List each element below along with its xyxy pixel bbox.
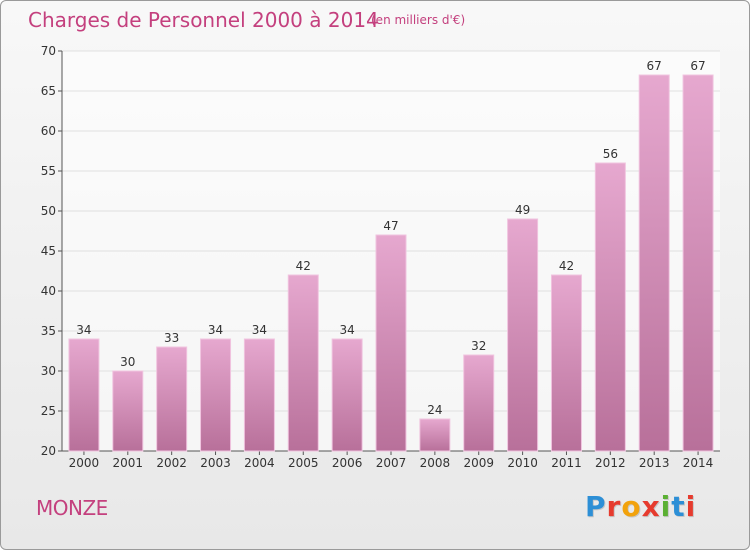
data-label: 67: [647, 59, 662, 73]
x-tick-label: 2011: [551, 456, 582, 470]
bar: [682, 74, 714, 452]
data-label: 56: [603, 147, 618, 161]
y-tick-label: 55: [41, 164, 56, 178]
bar: [550, 274, 582, 452]
bar: [419, 418, 451, 452]
y-tick-label: 35: [41, 324, 56, 338]
logo-letter: o: [621, 490, 642, 523]
bar: [243, 338, 275, 452]
data-label: 42: [296, 259, 311, 273]
data-label: 49: [515, 203, 530, 217]
bar: [507, 218, 539, 452]
tick-labels: 20 25 30 35 40 45 50 55 60 65 70 2000 2001 2002 2003 20…: [41, 44, 714, 470]
bar: [68, 338, 100, 452]
commune-name: MONZE: [36, 496, 108, 520]
x-tick-label: 2008: [420, 456, 451, 470]
bar: [463, 354, 495, 452]
bar: [331, 338, 363, 452]
x-tick-label: 2003: [200, 456, 231, 470]
logo-letter: i: [685, 490, 697, 523]
x-tick-label: 2010: [507, 456, 538, 470]
logo-letter: t: [671, 490, 686, 523]
x-tick-label: 2001: [113, 456, 144, 470]
data-label: 34: [76, 323, 91, 337]
logo-letter: P: [585, 490, 607, 523]
x-tick-label: 2013: [639, 456, 670, 470]
y-tick-label: 40: [41, 284, 56, 298]
y-tick-label: 25: [41, 404, 56, 418]
x-tick-label: 2012: [595, 456, 626, 470]
data-label: 34: [208, 323, 223, 337]
x-tick-label: 2009: [463, 456, 494, 470]
logo-letter: x: [641, 490, 661, 523]
bar: [287, 274, 319, 452]
x-tick-label: 2005: [288, 456, 319, 470]
x-tick-label: 2004: [244, 456, 275, 470]
data-label: 67: [690, 59, 705, 73]
bars: [68, 74, 714, 452]
data-label: 33: [164, 331, 179, 345]
data-label: 32: [471, 339, 486, 353]
logo-letter: i: [660, 490, 672, 523]
y-tick-label: 30: [41, 364, 56, 378]
bar: [112, 370, 144, 452]
bar: [638, 74, 670, 452]
bar: [156, 346, 188, 452]
bar: [200, 338, 232, 452]
x-tick-label: 2000: [69, 456, 100, 470]
x-tick-label: 2014: [683, 456, 714, 470]
logo-letter: r: [606, 490, 622, 523]
data-labels: 34 30 33 34 34 42 34 47 24 32 49 42 56 67 67: [76, 59, 705, 417]
y-tick-label: 20: [41, 444, 56, 458]
x-tick-label: 2002: [156, 456, 187, 470]
data-label: 47: [383, 219, 398, 233]
x-tick-label: 2006: [332, 456, 363, 470]
y-tick-label: 60: [41, 124, 56, 138]
chart-title: Charges de Personnel 2000 à 2014: [28, 8, 379, 32]
y-tick-label: 70: [41, 44, 56, 58]
y-tick-label: 50: [41, 204, 56, 218]
proxiti-logo[interactable]: Proxiti: [585, 490, 696, 523]
data-label: 24: [427, 403, 442, 417]
x-tick-label: 2007: [376, 456, 407, 470]
chart-subtitle: (en milliers d'€): [371, 13, 466, 27]
bar: [594, 162, 626, 452]
data-label: 34: [339, 323, 354, 337]
bar: [375, 234, 407, 452]
data-label: 30: [120, 355, 135, 369]
data-label: 42: [559, 259, 574, 273]
y-tick-label: 45: [41, 244, 56, 258]
y-tick-label: 65: [41, 84, 56, 98]
data-label: 34: [252, 323, 267, 337]
